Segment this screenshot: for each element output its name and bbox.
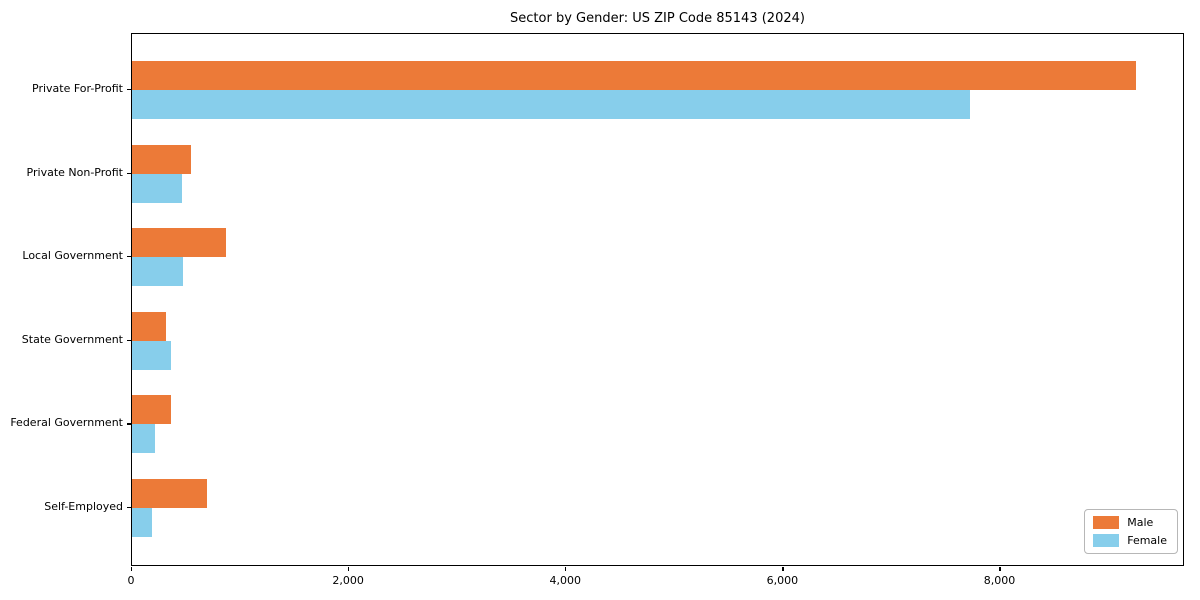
- legend-label: Male: [1127, 516, 1154, 529]
- xtick-label: 4,000: [549, 574, 581, 587]
- bar-male-self-employed: [132, 479, 208, 508]
- bar-female-local-government: [132, 257, 184, 287]
- bar-female-state-government: [132, 340, 171, 370]
- xtick-label: 8,000: [983, 574, 1016, 587]
- ytick-mark: [127, 423, 131, 425]
- xtick-mark: [348, 567, 350, 571]
- ytick-label: Private For-Profit: [32, 82, 123, 95]
- ytick-label: Local Government: [22, 249, 123, 263]
- xtick-mark: [565, 567, 567, 571]
- ytick-mark: [127, 172, 131, 174]
- ytick-label: Private Non-Profit: [26, 165, 123, 179]
- ytick-mark: [127, 89, 131, 91]
- xtick-mark: [131, 567, 133, 571]
- ytick-label: State Government: [21, 332, 123, 346]
- bar-female-private-non-profit: [132, 173, 182, 203]
- legend-item-female: Female: [1093, 534, 1167, 547]
- bar-male-state-government: [132, 311, 167, 341]
- ytick-mark: [127, 339, 131, 341]
- legend-label: Female: [1127, 534, 1167, 547]
- legend-item-male: Male: [1093, 516, 1167, 529]
- bar-female-private-for-profit: [132, 90, 971, 119]
- xtick-label: 2,000: [332, 574, 364, 587]
- ytick-mark: [127, 256, 131, 258]
- ytick-mark: [127, 507, 131, 509]
- bar-female-self-employed: [132, 508, 153, 537]
- legend-swatch-male: [1093, 516, 1120, 529]
- bar-male-local-government: [132, 228, 227, 258]
- chart-title: Sector by Gender: US ZIP Code 85143 (202…: [510, 11, 805, 26]
- ytick-label: Federal Government: [10, 416, 123, 430]
- bar-male-federal-government: [132, 395, 172, 425]
- bar-male-private-for-profit: [132, 61, 1137, 90]
- legend: Male Female: [1084, 509, 1178, 554]
- bar-female-federal-government: [132, 424, 155, 454]
- xtick-mark: [999, 567, 1001, 571]
- bar-male-private-non-profit: [132, 144, 191, 174]
- plot-area: Male Female: [131, 33, 1184, 566]
- xtick-label: 6,000: [766, 574, 799, 587]
- ytick-label: Self-Employed: [44, 500, 123, 513]
- legend-swatch-female: [1093, 534, 1120, 547]
- xtick-label: 0: [127, 574, 135, 587]
- xtick-mark: [782, 567, 784, 571]
